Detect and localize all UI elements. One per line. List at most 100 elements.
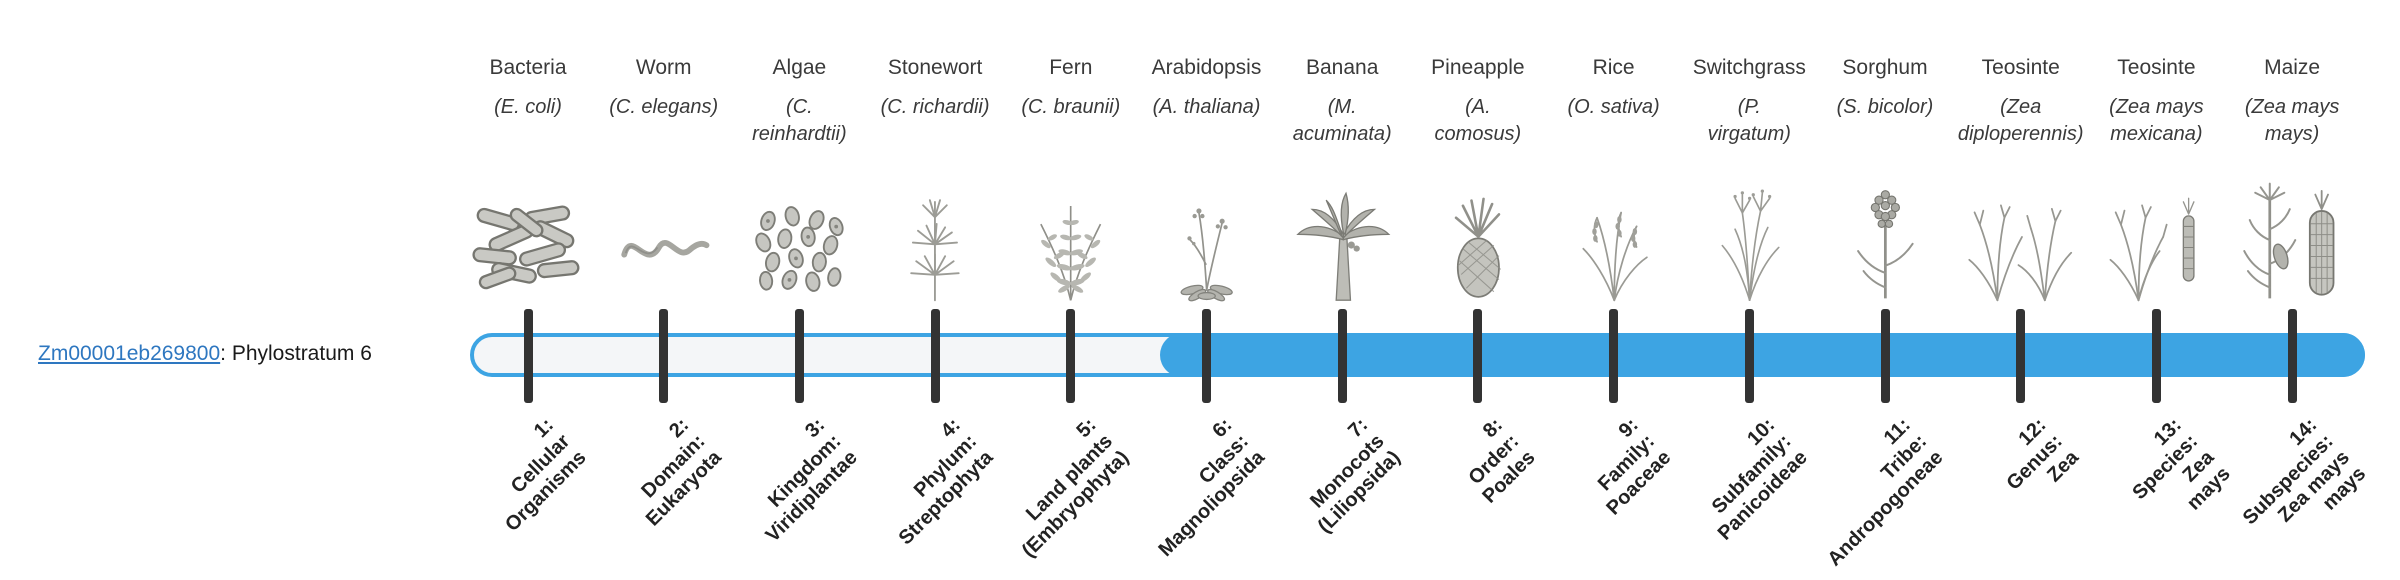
organism-common-name: Stonewort bbox=[887, 56, 983, 79]
organism-column: Teosinte (Zea diploperennis) bbox=[1916, 56, 2126, 302]
phylostratum-axis-label: 3: Kingdom: Viridiplantae bbox=[729, 414, 862, 547]
sorghum-illustration bbox=[1780, 152, 1990, 302]
organism-column: Teosinte (Zea mays mexicana) bbox=[2051, 56, 2261, 302]
phylostratum-tick bbox=[1609, 309, 1619, 403]
organism-column: Stonewort (C. richardii) bbox=[830, 56, 1040, 302]
organism-common-name: Maize bbox=[2264, 56, 2321, 79]
phylostratum-axis-label: 2: Domain: Eukaryota bbox=[609, 414, 726, 531]
phylostratum-tick bbox=[1880, 309, 1890, 403]
fern-illustration bbox=[966, 152, 1176, 302]
bacteria-illustration bbox=[423, 152, 633, 302]
organism-scientific-name: (A. thaliana) bbox=[1102, 94, 1312, 152]
organism-scientific-name: (M. acuminata) bbox=[1237, 94, 1447, 152]
organism-common-name: Fern bbox=[1049, 56, 1093, 79]
organism-common-name: Pineapple bbox=[1431, 56, 1525, 79]
teosinte-mexicana-illustration bbox=[2051, 152, 2261, 302]
organism-common-name: Teosinte bbox=[2117, 56, 2196, 79]
organism-scientific-name-line: (C. richardii) bbox=[880, 96, 990, 118]
phylostratum-axis-label: 12: Genus: Zea bbox=[1986, 414, 2084, 512]
organism-scientific-name-line: (A. thaliana) bbox=[1152, 96, 1261, 118]
stonewort-illustration bbox=[830, 152, 1040, 302]
organism-scientific-name: (P. virgatum) bbox=[1644, 94, 1854, 152]
phylostratum-tick bbox=[2287, 309, 2297, 403]
organism-common-name: Sorghum bbox=[1842, 56, 1928, 79]
organism-scientific-name-line: acuminata) bbox=[1292, 123, 1392, 145]
organism-common-name: Bacteria bbox=[489, 56, 567, 79]
phylostratum-axis-label: 6: Class: Magnoliopsida bbox=[1122, 414, 1270, 562]
organism-scientific-name: (C. braunii) bbox=[966, 94, 1176, 152]
teosinte-diploperennis-illustration bbox=[1916, 152, 2126, 302]
phylostratum-axis-label: 8: Order: Poales bbox=[1446, 414, 1540, 508]
organism-column: Banana (M. acuminata) bbox=[1237, 56, 1447, 302]
organism-scientific-name-line: (Zea mays bbox=[2109, 96, 2204, 118]
organism-scientific-name-line: reinhardtii) bbox=[752, 123, 847, 145]
algae-illustration bbox=[694, 152, 904, 302]
gene-label: Zm00001eb269800: Phylostratum 6 bbox=[38, 342, 372, 366]
organism-scientific-name-line: mexicana) bbox=[2110, 123, 2203, 145]
organism-scientific-name-line: (S. bicolor) bbox=[1836, 96, 1934, 118]
organism-scientific-name: (Zea mays mays) bbox=[2187, 94, 2397, 152]
organism-scientific-name: (Zea diploperennis) bbox=[1916, 94, 2126, 152]
organism-scientific-name-line: (O. sativa) bbox=[1567, 96, 1660, 118]
phylostratum-tick bbox=[2016, 309, 2026, 403]
organism-common-name: Switchgrass bbox=[1692, 56, 1806, 79]
phylostratum-tick bbox=[930, 309, 940, 403]
organism-scientific-name: (Zea mays mexicana) bbox=[2051, 94, 2261, 152]
phylostratum-axis-label: 13: Species: Zea mays bbox=[2112, 414, 2235, 537]
organism-common-name: Teosinte bbox=[1981, 56, 2060, 79]
banana-illustration bbox=[1237, 152, 1447, 302]
phylostratum-tick bbox=[1744, 309, 1754, 403]
organism-column: Worm (C. elegans) bbox=[559, 56, 769, 302]
gene-link[interactable]: Zm00001eb269800 bbox=[38, 342, 221, 365]
phylostratum-axis-label: 14: Subspecies: Zea mays mays bbox=[2223, 414, 2371, 562]
phylostratum-tick bbox=[1337, 309, 1347, 403]
organism-column: Bacteria (E. coli) bbox=[423, 56, 633, 302]
organism-common-name: Banana bbox=[1305, 56, 1379, 79]
organism-column: Switchgrass (P. virgatum) bbox=[1644, 56, 1854, 302]
gene-phylostratum-text: : Phylostratum 6 bbox=[220, 342, 372, 365]
organism-common-name: Rice bbox=[1592, 56, 1635, 79]
phylostratum-axis-label: 1: Cellular Organisms bbox=[468, 414, 591, 537]
switchgrass-illustration bbox=[1644, 152, 1854, 302]
organism-scientific-name-line: (C. bbox=[786, 96, 813, 118]
phylostratum-fill-bar bbox=[1160, 333, 2365, 377]
organism-scientific-name: (A. comosus) bbox=[1373, 94, 1583, 152]
organism-common-name: Arabidopsis bbox=[1151, 56, 1262, 79]
phylostratum-axis-label: 9: Family: Poaceae bbox=[1570, 414, 1676, 520]
phylostratum-axis-label: 10: Subfamily: Panicoideae bbox=[1681, 414, 1812, 545]
worm-illustration bbox=[559, 152, 769, 302]
organism-column: Arabidopsis (A. thaliana) bbox=[1102, 56, 1312, 302]
organism-scientific-name-line: virgatum) bbox=[1707, 123, 1791, 145]
organism-scientific-name: (S. bicolor) bbox=[1780, 94, 1990, 152]
organism-scientific-name: (E. coli) bbox=[423, 94, 633, 152]
phylostratum-tick bbox=[1202, 309, 1211, 403]
organism-scientific-name-line: mays) bbox=[2264, 123, 2320, 145]
organism-scientific-name: (C. richardii) bbox=[830, 94, 1040, 152]
pineapple-illustration bbox=[1373, 152, 1583, 302]
phylostratum-axis-label: 7: Monocots (Liliopsida) bbox=[1281, 414, 1405, 538]
phylostratum-axis-label: 11: Tribe: Andropogoneae bbox=[1791, 414, 1948, 571]
organism-scientific-name-line: diploperennis) bbox=[1957, 123, 2084, 145]
organism-scientific-name-line: (M. bbox=[1327, 96, 1357, 118]
organism-column: Rice (O. sativa) bbox=[1509, 56, 1719, 302]
phylostratum-axis-label: 4: Phylum: Streptophyta bbox=[862, 414, 998, 550]
organism-common-name: Algae bbox=[772, 56, 827, 79]
phylostratum-tick bbox=[1473, 309, 1483, 403]
phylostratum-axis-label: 5: Land plants (Embryophyta) bbox=[985, 414, 1134, 563]
organism-scientific-name-line: (C. elegans) bbox=[609, 96, 719, 118]
organism-scientific-name-line: (E. coli) bbox=[494, 96, 562, 118]
phylostratum-tick bbox=[794, 309, 804, 403]
organism-column: Pineapple (A. comosus) bbox=[1373, 56, 1583, 302]
organism-column: Algae (C. reinhardtii) bbox=[694, 56, 904, 302]
organism-scientific-name-line: (Zea mays bbox=[2244, 96, 2340, 118]
phylostratum-tick bbox=[2151, 309, 2161, 403]
organism-common-name: Worm bbox=[635, 56, 692, 79]
organism-scientific-name-line: (Zea bbox=[2000, 96, 2042, 118]
organism-scientific-name: (C. reinhardtii) bbox=[694, 94, 904, 152]
organism-scientific-name: (O. sativa) bbox=[1509, 94, 1719, 152]
arabidopsis-illustration bbox=[1102, 152, 1312, 302]
organism-scientific-name-line: comosus) bbox=[1434, 123, 1522, 145]
organism-column: Maize (Zea mays mays) bbox=[2187, 56, 2397, 302]
organism-scientific-name-line: (C. braunii) bbox=[1021, 96, 1121, 118]
